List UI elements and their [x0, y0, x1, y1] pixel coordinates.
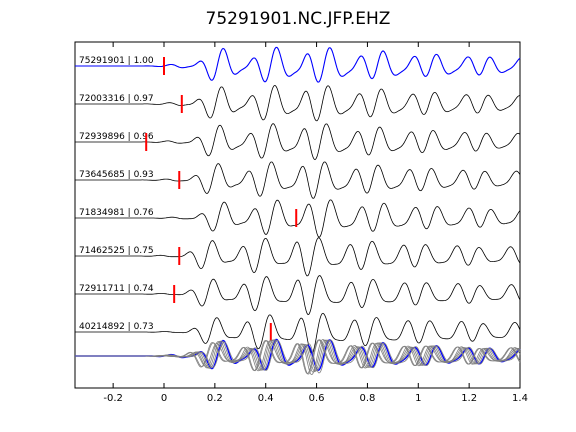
x-tick-label: 0.8 — [359, 393, 375, 404]
trace-75291901 — [75, 46, 521, 83]
trace-label-75291901: 75291901 | 1.00 — [79, 56, 154, 66]
trace-72003316 — [75, 85, 521, 122]
x-tick-label: 0.6 — [309, 393, 325, 404]
trace-72911711 — [75, 275, 521, 316]
trace-label-72003316: 72003316 | 0.97 — [79, 94, 154, 104]
trace-label-71834981: 71834981 | 0.76 — [79, 208, 154, 218]
trace-40214892 — [75, 312, 521, 354]
trace-72939896 — [75, 123, 521, 161]
x-tick-label: 0.4 — [258, 393, 274, 404]
traces-layer: 75291901 | 1.00 72003316 | 0.97 72939896 |… — [75, 46, 521, 354]
trace-71834981 — [75, 199, 521, 238]
trace-label-72911711: 72911711 | 0.74 — [79, 284, 154, 294]
trace-label-40214892: 40214892 | 0.73 — [79, 322, 154, 332]
x-tick-label: 0.2 — [207, 393, 223, 404]
x-tick-label: 1.2 — [461, 393, 477, 404]
plot-frame — [74, 41, 521, 389]
trace-73645685 — [75, 161, 521, 199]
trace-label-71462525: 71462525 | 0.75 — [79, 246, 154, 256]
chart-title: 75291901.NC.JFP.EHZ — [206, 9, 391, 29]
x-tick-label: 1.4 — [512, 393, 528, 404]
x-tick-label: 1 — [415, 393, 421, 404]
overlay-stack — [75, 338, 521, 376]
trace-label-72939896: 72939896 | 0.96 — [79, 132, 154, 142]
trace-71462525 — [75, 237, 521, 277]
x-tick-label: -0.2 — [103, 393, 123, 404]
trace-label-73645685: 73645685 | 0.93 — [79, 170, 154, 180]
x-axis: -0.2 0 0.2 0.4 0.6 0.8 1 1.2 1.4 — [103, 42, 528, 404]
overlay-trace-40214892 — [75, 339, 521, 376]
x-tick-label: 0 — [161, 393, 167, 404]
